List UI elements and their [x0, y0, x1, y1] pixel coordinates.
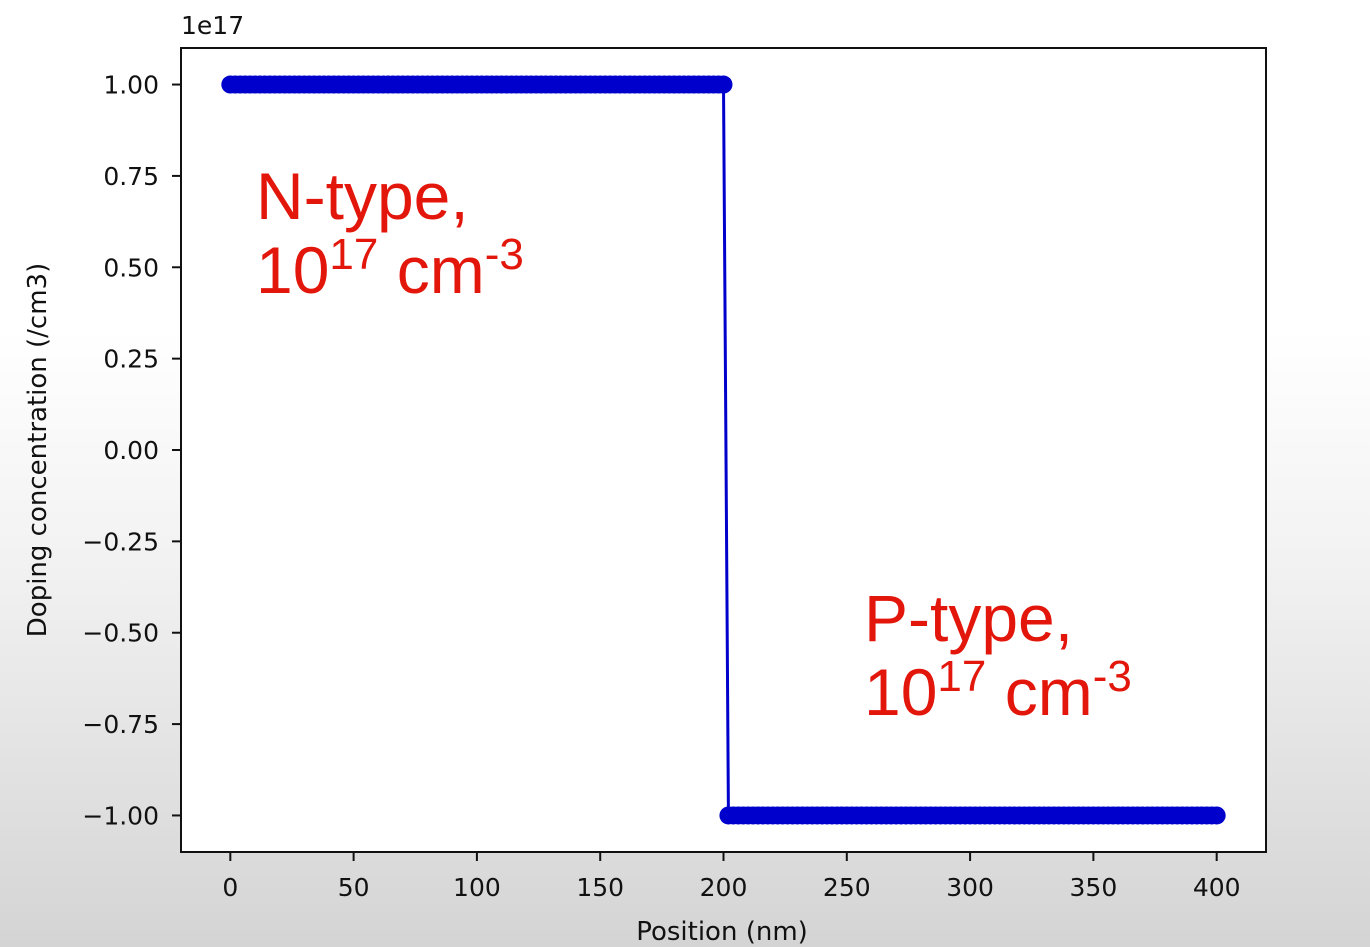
y-tick-label: −0.25: [82, 527, 159, 556]
y-tick-label: −1.00: [82, 801, 159, 830]
x-axis-label: Position (nm): [636, 917, 808, 947]
p-type-label: P-type,: [864, 581, 1074, 655]
x-tick-label: 250: [823, 873, 871, 902]
y-axis-label: Doping concentration (/cm3): [23, 263, 53, 637]
p-type-concentration: 1017 cm-3: [864, 651, 1132, 729]
x-tick-label: 350: [1070, 873, 1118, 902]
y-tick-label: −0.75: [82, 710, 159, 739]
y-offset-label: 1e17: [181, 11, 244, 40]
x-tick-label: 150: [576, 873, 624, 902]
plot-frame: [180, 47, 1267, 853]
x-tick-label: 400: [1193, 873, 1241, 902]
x-tick-label: 300: [946, 873, 994, 902]
p-type-annotation: P-type, 1017 cm-3: [864, 581, 1132, 730]
y-tick-label: 1.00: [103, 71, 159, 100]
y-axis: 1.00 0.75 0.50 0.25 0.00 −0.25 −0.50 −0.75 −1.00: [82, 71, 181, 830]
n-type-label: N-type,: [256, 159, 469, 233]
y-tick-label: 0.50: [103, 253, 159, 282]
n-type-concentration: 1017 cm-3: [256, 229, 524, 307]
n-type-annotation: N-type, 1017 cm-3: [256, 159, 524, 308]
y-tick-label: −0.50: [82, 619, 159, 648]
series-layer: [221, 75, 1226, 825]
x-tick-label: 50: [338, 873, 370, 902]
y-tick-label: 0.25: [103, 345, 159, 374]
x-tick-label: 200: [700, 873, 748, 902]
y-tick-label: 0.00: [103, 436, 159, 465]
data-point: [1207, 806, 1226, 825]
x-tick-label: 0: [222, 873, 238, 902]
x-tick-label: 100: [453, 873, 501, 902]
y-tick-label: 0.75: [103, 162, 159, 191]
x-axis: 0 50 100 150 200 250 300 350 400: [222, 852, 1241, 902]
data-point: [714, 75, 733, 94]
